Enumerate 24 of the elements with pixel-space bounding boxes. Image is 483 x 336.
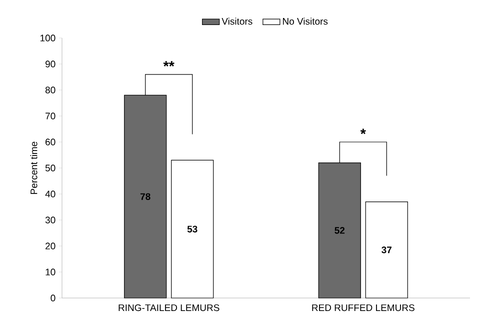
legend-label: Visitors xyxy=(222,18,252,25)
data-label: 78 xyxy=(140,193,150,200)
y-axis-title: Percent time xyxy=(30,142,38,194)
y-tick-label: 50 xyxy=(45,164,56,172)
y-tick-label: 0 xyxy=(50,294,56,302)
y-tick-label: 10 xyxy=(46,268,56,276)
annotation: * xyxy=(360,128,366,134)
y-tick-label: 80 xyxy=(45,86,56,94)
y-tick-label: 90 xyxy=(46,60,56,68)
y-tick-label: 20 xyxy=(46,242,56,250)
data-label: 37 xyxy=(382,246,392,254)
x-tick-label: RING-TAILED LEMURS xyxy=(118,304,220,312)
legend-label: No Visitors xyxy=(282,18,328,25)
bar xyxy=(365,202,408,298)
bar xyxy=(171,160,214,298)
y-tick-label: 40 xyxy=(45,190,56,198)
y-tick-label: 100 xyxy=(40,34,56,42)
y-tick-label: 60 xyxy=(46,138,56,146)
y-tick-label: 70 xyxy=(46,112,56,120)
data-label: 53 xyxy=(187,226,198,232)
y-tick-label: 30 xyxy=(45,216,56,224)
annotation: ** xyxy=(163,61,174,66)
data-label: 52 xyxy=(334,227,345,234)
x-tick-label: RED RUFFED LEMURS xyxy=(312,304,414,312)
